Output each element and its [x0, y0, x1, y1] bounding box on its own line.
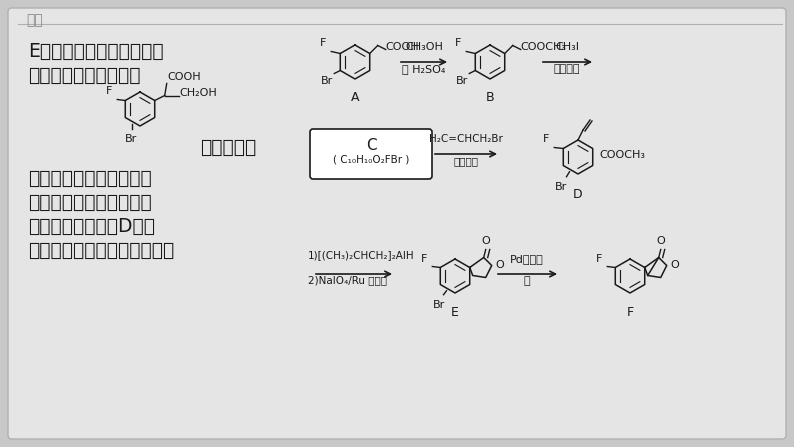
Text: ( C₁₀H₁₀O₂FBr ): ( C₁₀H₁₀O₂FBr )	[333, 154, 409, 164]
Text: F: F	[320, 38, 326, 49]
Text: F: F	[106, 87, 113, 97]
Text: F: F	[421, 253, 427, 263]
Text: Br: Br	[321, 76, 333, 87]
Text: 采用逆推的方式可得到: 采用逆推的方式可得到	[28, 66, 141, 85]
Text: 子的个数，可推得D中碳: 子的个数，可推得D中碳	[28, 217, 155, 236]
Text: Br: Br	[555, 182, 568, 192]
Text: CH₂OH: CH₂OH	[179, 89, 218, 98]
Text: 碱: 碱	[524, 276, 530, 286]
Text: E结构中存在环状酯结构，: E结构中存在环状酯结构，	[28, 42, 164, 61]
FancyBboxPatch shape	[310, 129, 432, 179]
Text: O: O	[481, 236, 490, 245]
Text: F: F	[543, 135, 549, 144]
Text: C: C	[366, 138, 376, 153]
Text: CH₃I: CH₃I	[555, 42, 579, 52]
Text: Br: Br	[456, 76, 468, 87]
Text: B: B	[486, 91, 495, 104]
Text: ，存在羧基: ，存在羧基	[200, 138, 256, 157]
Text: 碳双键被氧化，酯基被还原。: 碳双键被氧化，酯基被还原。	[28, 241, 174, 260]
Text: COOCH₃: COOCH₃	[599, 150, 645, 160]
FancyBboxPatch shape	[8, 8, 786, 439]
Text: 有机强碱: 有机强碱	[453, 156, 479, 166]
Text: Br: Br	[433, 300, 445, 310]
Text: O: O	[495, 261, 504, 270]
Text: COOH: COOH	[386, 42, 419, 51]
Text: CH₃OH: CH₃OH	[405, 42, 443, 52]
Text: D: D	[573, 188, 583, 201]
Text: COOH: COOH	[168, 72, 202, 81]
Text: Br: Br	[125, 134, 137, 144]
Text: F: F	[596, 253, 603, 263]
Text: 和醇羟基，再结合两种官: 和醇羟基，再结合两种官	[28, 169, 152, 188]
Text: 1)[(CH₃)₂CHCH₂]₂AlH: 1)[(CH₃)₂CHCH₂]₂AlH	[308, 250, 414, 260]
Text: H₂C=CHCH₂Br: H₂C=CHCH₂Br	[429, 134, 503, 144]
Text: E: E	[451, 306, 459, 319]
Text: 有机强碱: 有机强碱	[553, 64, 580, 74]
Text: 解析: 解析	[26, 13, 43, 27]
Text: O: O	[671, 261, 680, 270]
Text: 2)NaIO₄/Ru 催化剂: 2)NaIO₄/Ru 催化剂	[308, 275, 387, 285]
Text: 能团的位置及支链中碳原: 能团的位置及支链中碳原	[28, 193, 152, 212]
Text: O: O	[657, 236, 665, 245]
Text: A: A	[351, 91, 359, 104]
Text: F: F	[455, 38, 461, 49]
Text: Pd配合物: Pd配合物	[510, 254, 544, 264]
Text: 浓 H₂SO₄: 浓 H₂SO₄	[403, 64, 445, 74]
Text: F: F	[626, 306, 634, 319]
Text: COOCH₃: COOCH₃	[521, 42, 567, 51]
